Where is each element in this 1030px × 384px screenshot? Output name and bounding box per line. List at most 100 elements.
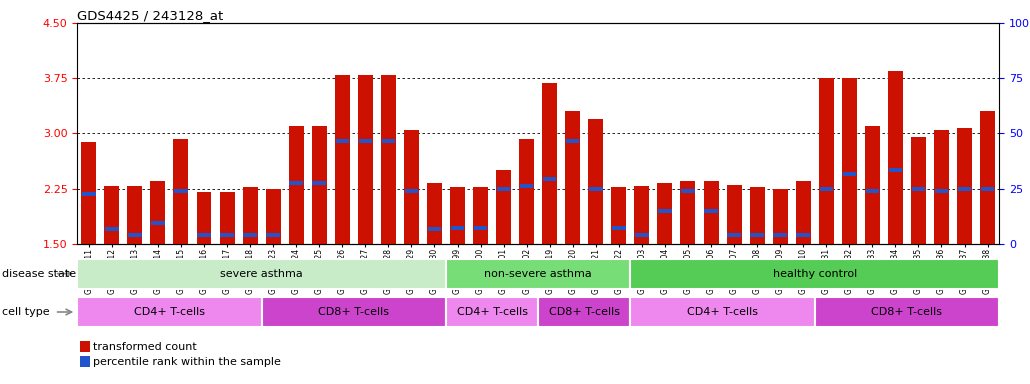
Bar	[657, 184, 673, 244]
Bar	[243, 187, 258, 244]
Bar	[289, 181, 303, 185]
Bar	[935, 189, 949, 193]
Bar	[128, 233, 141, 237]
Bar	[219, 192, 235, 244]
Text: CD4+ T-cells: CD4+ T-cells	[456, 307, 527, 317]
Bar	[588, 119, 604, 244]
Bar	[312, 126, 327, 244]
Bar	[496, 187, 510, 190]
Bar	[80, 341, 91, 352]
Bar	[262, 297, 446, 327]
Text: non-severe asthma: non-severe asthma	[484, 268, 592, 279]
Bar	[104, 187, 119, 244]
Bar	[451, 225, 465, 230]
Bar	[934, 130, 949, 244]
Bar	[82, 192, 96, 196]
Bar	[174, 189, 187, 193]
Bar	[958, 187, 971, 190]
Bar	[612, 187, 626, 244]
Text: healthy control: healthy control	[772, 268, 857, 279]
Bar	[796, 233, 810, 237]
Text: CD8+ T-cells: CD8+ T-cells	[318, 307, 389, 317]
Bar	[888, 71, 903, 244]
Bar	[80, 356, 91, 367]
Bar	[173, 139, 188, 244]
Bar	[220, 233, 234, 237]
Bar	[751, 233, 764, 237]
Bar	[450, 187, 465, 244]
Text: CD4+ T-cells: CD4+ T-cells	[687, 307, 758, 317]
Bar	[726, 185, 742, 244]
Text: cell type: cell type	[2, 307, 49, 317]
Text: disease state: disease state	[2, 268, 76, 279]
Bar	[727, 233, 741, 237]
Text: CD4+ T-cells: CD4+ T-cells	[134, 307, 205, 317]
Bar	[589, 187, 603, 190]
Text: transformed count: transformed count	[93, 341, 197, 351]
Bar	[842, 78, 857, 244]
Bar	[957, 128, 972, 244]
Bar	[81, 142, 96, 244]
Bar	[474, 225, 487, 230]
Bar	[703, 181, 719, 244]
Bar	[705, 209, 718, 213]
Bar	[105, 227, 118, 231]
Bar	[77, 258, 446, 289]
Bar	[405, 189, 418, 193]
Bar	[774, 233, 787, 237]
Text: CD8+ T-cells: CD8+ T-cells	[871, 307, 942, 317]
Bar	[658, 209, 672, 213]
Bar	[538, 297, 630, 327]
Bar	[357, 74, 373, 244]
Bar	[681, 189, 694, 193]
Bar	[865, 126, 880, 244]
Bar	[565, 111, 580, 244]
Bar	[843, 172, 856, 176]
Bar	[496, 170, 511, 244]
Bar	[336, 139, 349, 143]
Bar	[681, 181, 695, 244]
Bar	[630, 297, 815, 327]
Bar	[630, 258, 999, 289]
Bar	[312, 181, 325, 185]
Bar	[912, 187, 925, 190]
Bar	[382, 139, 396, 143]
Text: CD8+ T-cells: CD8+ T-cells	[549, 307, 620, 317]
Bar	[911, 137, 926, 244]
Bar	[815, 297, 999, 327]
Bar	[772, 189, 788, 244]
Bar	[150, 181, 166, 244]
Bar	[427, 227, 441, 231]
Bar	[542, 83, 557, 244]
Bar	[128, 187, 142, 244]
Bar	[750, 187, 764, 244]
Bar	[243, 233, 256, 237]
Bar	[889, 168, 902, 172]
Text: percentile rank within the sample: percentile rank within the sample	[93, 357, 281, 367]
Bar	[636, 233, 649, 237]
Bar	[267, 233, 280, 237]
Bar	[266, 189, 280, 244]
Bar	[820, 187, 833, 190]
Bar	[77, 297, 262, 327]
Bar	[446, 258, 630, 289]
Bar	[819, 78, 833, 244]
Bar	[197, 192, 211, 244]
Text: GDS4425 / 243128_at: GDS4425 / 243128_at	[77, 9, 224, 22]
Bar	[520, 184, 534, 189]
Bar	[473, 187, 488, 244]
Bar	[634, 187, 649, 244]
Bar	[543, 177, 556, 181]
Bar	[288, 126, 304, 244]
Bar	[335, 74, 350, 244]
Bar	[381, 74, 396, 244]
Bar	[404, 131, 419, 244]
Bar	[865, 189, 879, 193]
Bar	[198, 233, 211, 237]
Bar	[566, 139, 580, 143]
Bar	[981, 187, 994, 190]
Bar	[446, 297, 538, 327]
Bar	[981, 111, 995, 244]
Text: severe asthma: severe asthma	[220, 268, 303, 279]
Bar	[796, 181, 811, 244]
